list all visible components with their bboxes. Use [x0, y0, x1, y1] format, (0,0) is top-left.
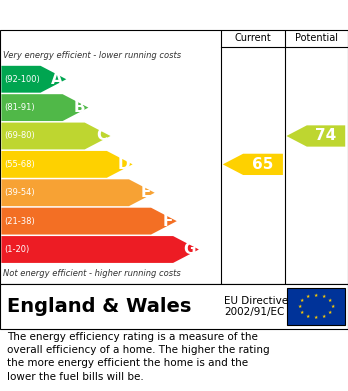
Polygon shape	[223, 154, 283, 175]
Polygon shape	[1, 236, 199, 263]
Polygon shape	[1, 179, 155, 206]
Text: EU Directive
2002/91/EC: EU Directive 2002/91/EC	[224, 296, 288, 317]
Text: (1-20): (1-20)	[4, 245, 30, 254]
Text: G: G	[184, 242, 196, 257]
Text: ★: ★	[306, 294, 310, 299]
Polygon shape	[1, 208, 177, 235]
Text: (92-100): (92-100)	[4, 75, 40, 84]
Text: ★: ★	[328, 298, 332, 303]
Text: England & Wales: England & Wales	[7, 297, 191, 316]
Text: ★: ★	[328, 310, 332, 315]
Text: F: F	[163, 213, 173, 229]
Text: ★: ★	[322, 294, 326, 299]
Text: The energy efficiency rating is a measure of the
overall efficiency of a home. T: The energy efficiency rating is a measur…	[7, 332, 270, 382]
Text: Energy Efficiency Rating: Energy Efficiency Rating	[10, 7, 232, 23]
Text: Not energy efficient - higher running costs: Not energy efficient - higher running co…	[3, 269, 181, 278]
Text: D: D	[117, 157, 130, 172]
Text: ★: ★	[330, 304, 335, 309]
Text: ★: ★	[300, 298, 304, 303]
Polygon shape	[1, 94, 88, 121]
Text: C: C	[96, 129, 107, 143]
Text: ★: ★	[306, 314, 310, 319]
Text: (21-38): (21-38)	[4, 217, 35, 226]
Polygon shape	[1, 66, 66, 93]
Text: Current: Current	[235, 33, 271, 43]
Text: 74: 74	[315, 129, 337, 143]
Text: (39-54): (39-54)	[4, 188, 35, 197]
Text: (69-80): (69-80)	[4, 131, 35, 140]
Bar	[287, 288, 345, 325]
Text: E: E	[141, 185, 151, 200]
Text: Potential: Potential	[295, 33, 338, 43]
Text: Very energy efficient - lower running costs: Very energy efficient - lower running co…	[3, 51, 182, 60]
Text: (55-68): (55-68)	[4, 160, 35, 169]
Polygon shape	[1, 151, 133, 178]
Text: 65: 65	[252, 157, 274, 172]
Text: ★: ★	[322, 314, 326, 319]
Text: ★: ★	[314, 315, 318, 320]
Polygon shape	[1, 122, 111, 149]
Text: (81-91): (81-91)	[4, 103, 35, 112]
Polygon shape	[286, 126, 345, 147]
Text: ★: ★	[298, 304, 302, 309]
Text: ★: ★	[300, 310, 304, 315]
Text: B: B	[73, 100, 85, 115]
Text: A: A	[52, 72, 63, 87]
Text: ★: ★	[314, 292, 318, 298]
